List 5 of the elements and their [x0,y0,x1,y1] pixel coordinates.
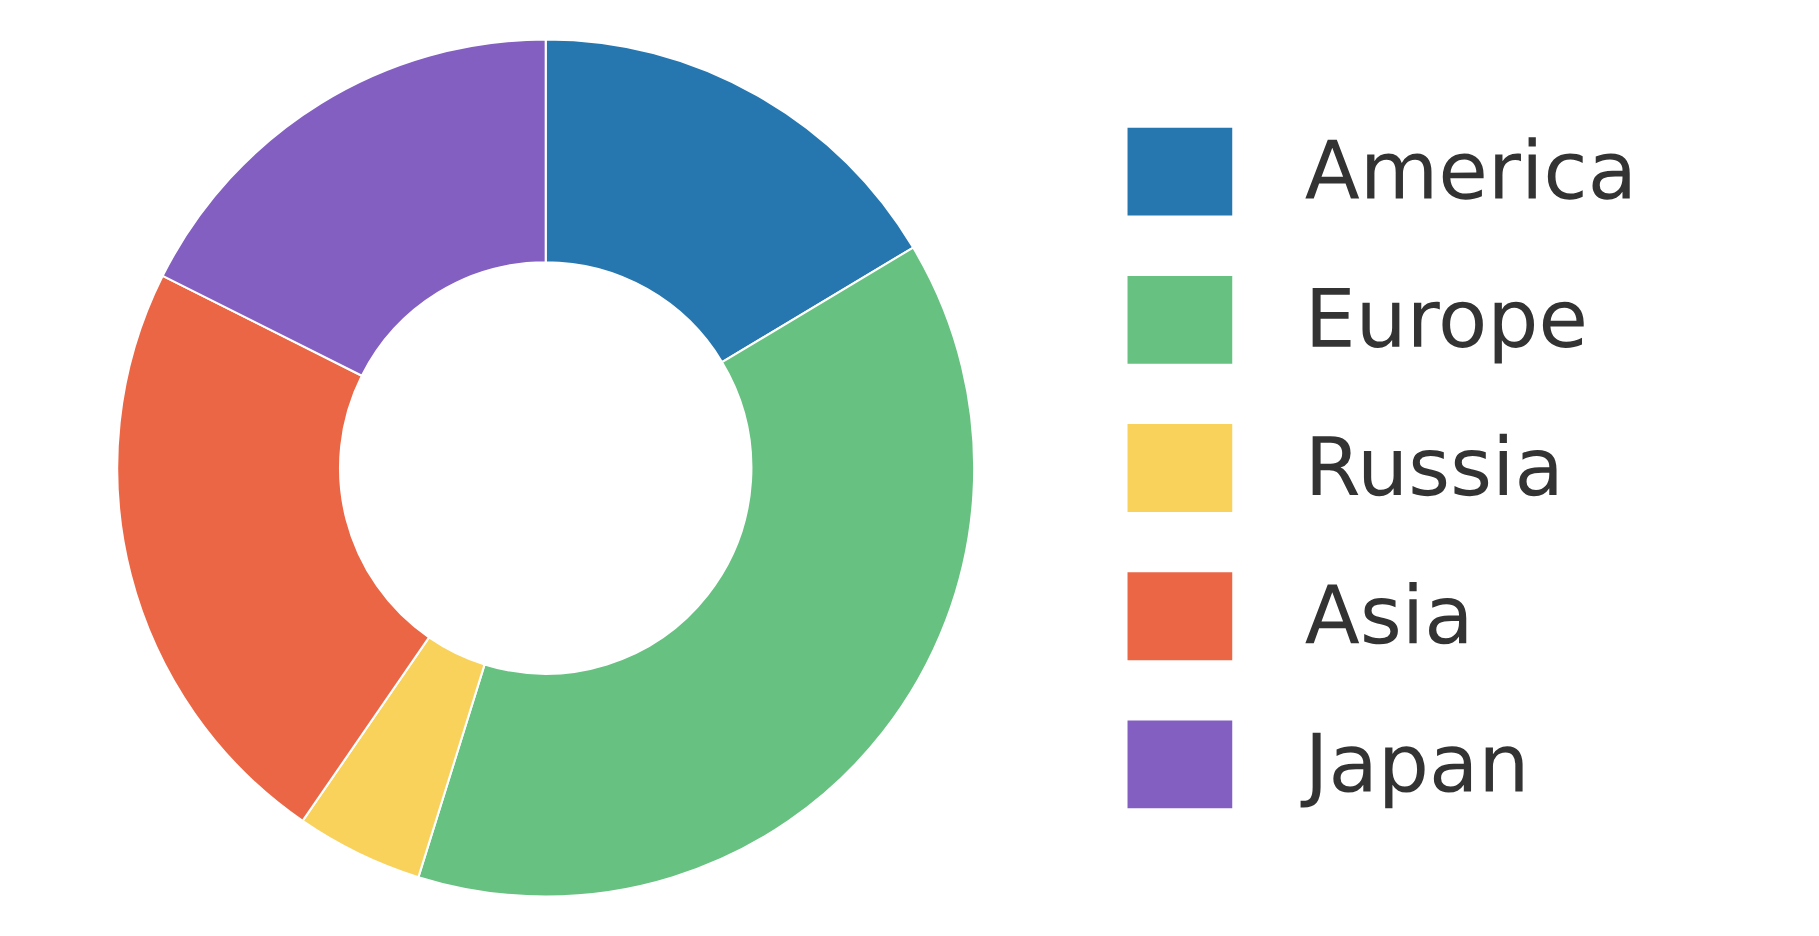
legend-label: America [1305,137,1630,200]
legend-label: Europe [1312,288,1584,364]
legend-label: Japan [1300,732,1523,809]
legend-label: Russia [1312,433,1557,497]
legend-label: Asia [1305,582,1467,645]
